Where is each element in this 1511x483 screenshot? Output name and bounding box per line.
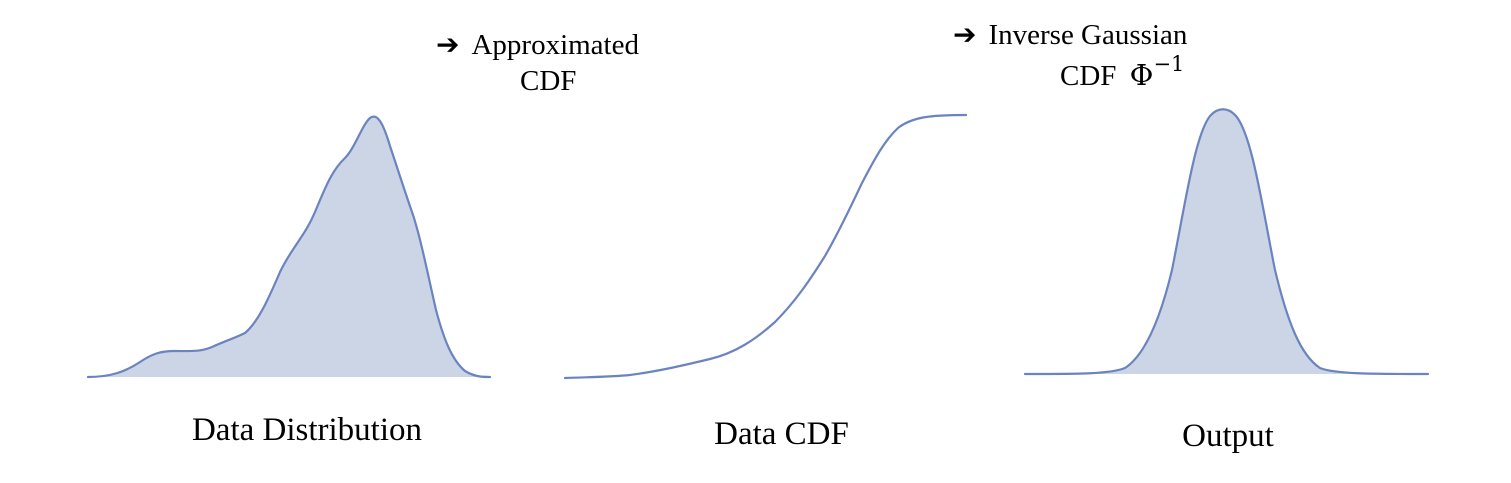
step-label-line2-prefix: CDF — [1060, 60, 1117, 92]
step-label-line1: Inverse Gaussian — [988, 19, 1188, 51]
right-arrow-icon: ➔ — [436, 28, 460, 61]
data-distribution-plot — [86, 115, 492, 379]
right-arrow-icon: ➔ — [953, 18, 977, 51]
data-cdf-plot — [563, 113, 968, 380]
output-gaussian-curve — [1023, 108, 1430, 376]
phi-symbol: Φ−1 — [1129, 52, 1185, 93]
step-approximated-cdf: ➔ Approximated CDF — [436, 27, 639, 99]
data-distribution-area — [88, 116, 490, 378]
step-inverse-gaussian-cdf: ➔ Inverse Gaussian CDF Φ−1 — [953, 17, 1187, 94]
output-gaussian-area — [1025, 109, 1428, 374]
caption-output: Output — [1182, 418, 1274, 454]
caption-data-distribution: Data Distribution — [191, 412, 423, 448]
caption-data-cdf: Data CDF — [714, 416, 849, 452]
step-label-line1: Approximated — [471, 29, 639, 61]
step-label-line2: CDF — [520, 65, 577, 97]
output-gaussian-plot — [1023, 108, 1430, 376]
data-cdf-curve — [563, 113, 968, 380]
data-distribution-curve — [86, 115, 492, 379]
